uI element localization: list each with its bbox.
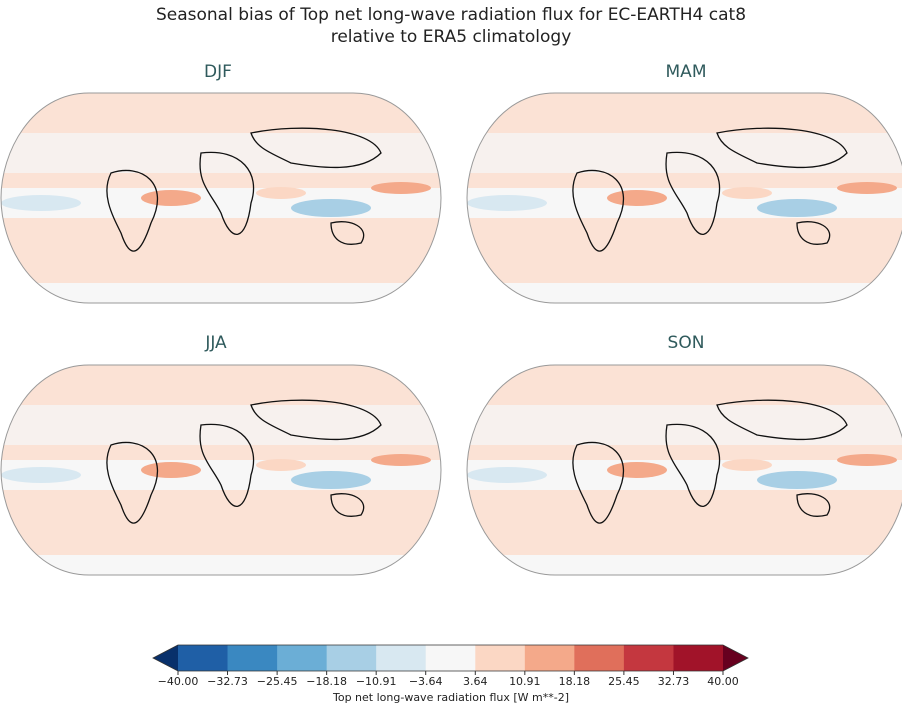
colorbar-tick-label: −32.73: [207, 675, 248, 688]
colorbar-extend: [723, 645, 748, 671]
colorbar-tick-label: 40.00: [707, 675, 739, 688]
map: [1, 365, 441, 575]
colorbar-bin: [524, 645, 575, 671]
colorbar-tick-label: 25.45: [608, 675, 640, 688]
colorbar-bin: [326, 645, 377, 671]
colorbar-label: Top net long-wave radiation flux [W m**-…: [332, 691, 569, 704]
colorbar-tick-label: −3.64: [409, 675, 443, 688]
colorbar-extend: [153, 645, 178, 671]
map: [467, 93, 902, 303]
title-line: relative to ERA5 climatology: [331, 27, 572, 47]
colorbar-bin: [277, 645, 328, 671]
colorbar-bin: [227, 645, 278, 671]
colorbar-bin: [425, 645, 476, 671]
panel-title: SON: [668, 333, 705, 353]
colorbar-bin: [623, 645, 674, 671]
colorbar-tick-label: −40.00: [158, 675, 199, 688]
colorbar-tick-label: 18.18: [559, 675, 591, 688]
colorbar-bin: [673, 645, 724, 671]
colorbar-tick-label: 32.73: [658, 675, 690, 688]
colorbar: −40.00 −32.73 −25.45 −18.18 −10.91 −3.64 3.64 1…: [152, 644, 749, 688]
colorbar-tick-label: 10.91: [509, 675, 541, 688]
colorbar-bin: [574, 645, 625, 671]
panel-title: JJA: [204, 333, 227, 353]
colorbar-bin: [475, 645, 526, 671]
colorbar-tick-label: −25.45: [257, 675, 298, 688]
colorbar-tick-label: 3.64: [463, 675, 488, 688]
map: [1, 93, 441, 303]
panel-title: MAM: [666, 62, 707, 82]
title-line: Seasonal bias of Top net long-wave radia…: [156, 5, 746, 25]
colorbar-tick-label: −18.18: [306, 675, 347, 688]
colorbar-bin: [376, 645, 427, 671]
map: [467, 365, 902, 575]
panel-title: DJF: [204, 62, 232, 82]
colorbar-tick-label: −10.91: [356, 675, 397, 688]
colorbar-bin: [178, 645, 229, 671]
